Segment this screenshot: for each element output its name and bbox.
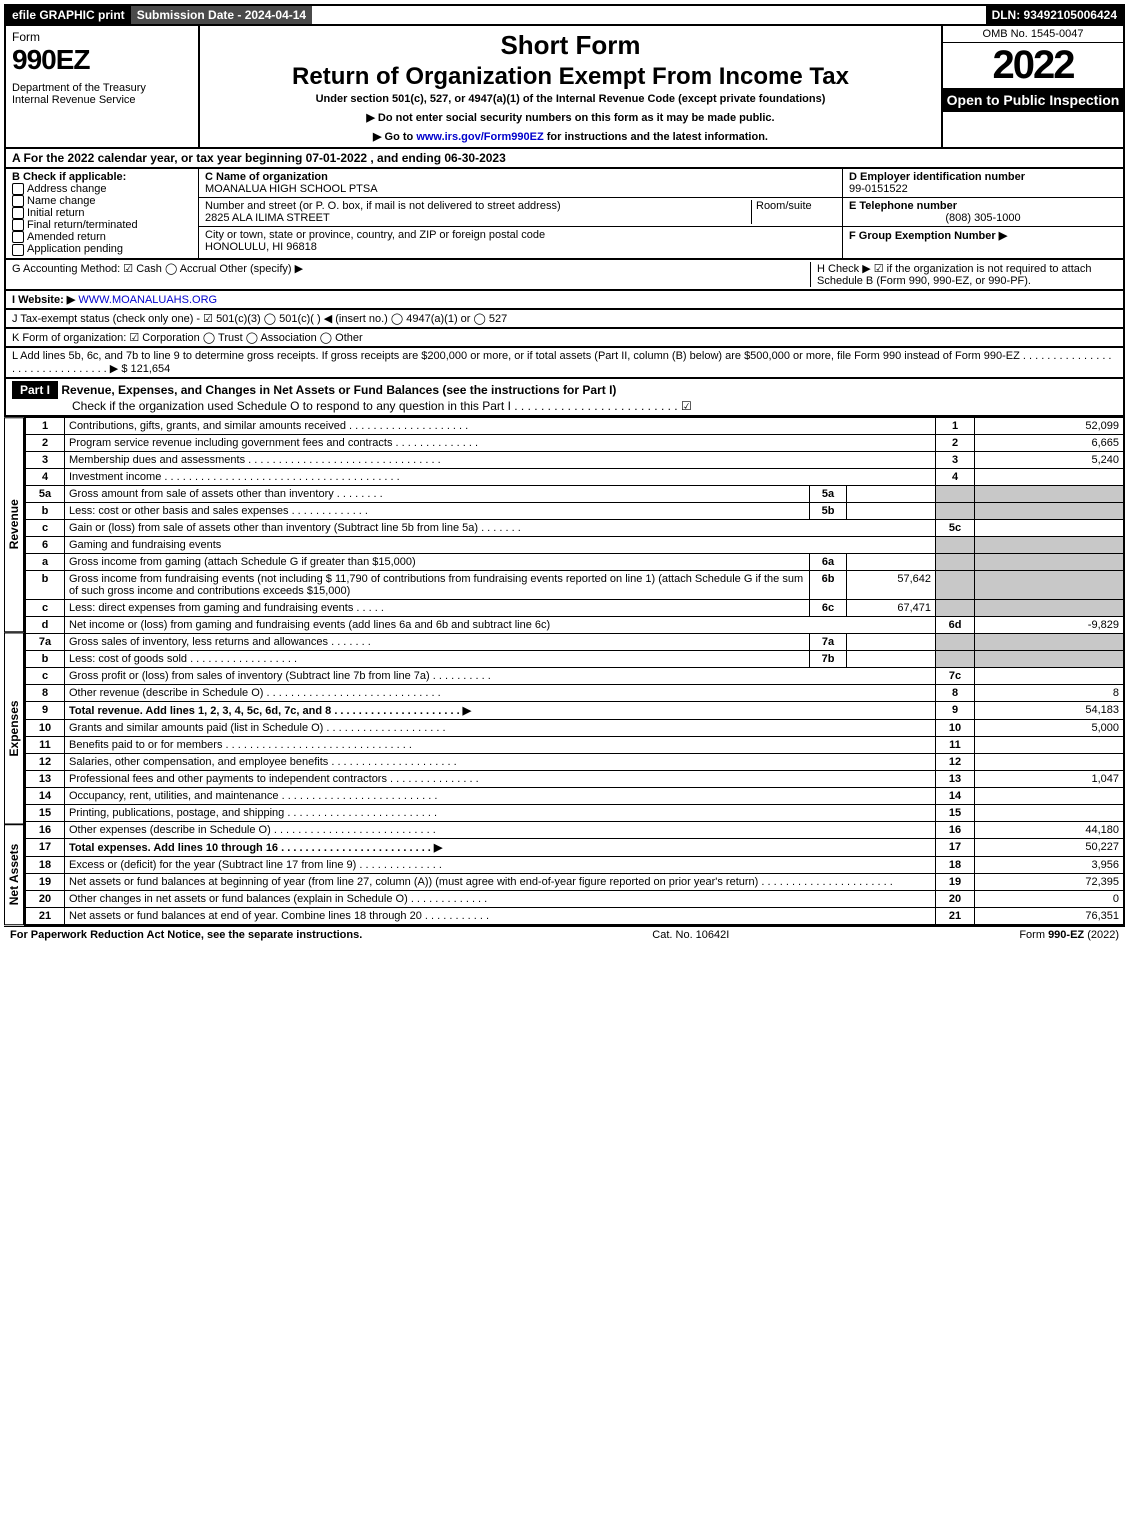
header-left: Form 990EZ Department of the Treasury In…	[6, 26, 200, 147]
line-20: 20Other changes in net assets or fund ba…	[25, 890, 1124, 907]
line-6: 6Gaming and fundraising events	[25, 536, 1124, 553]
irs-link[interactable]: www.irs.gov/Form990EZ	[416, 131, 543, 143]
org-info-block: B Check if applicable: Address change Na…	[4, 169, 1125, 260]
line-9: 9Total revenue. Add lines 1, 2, 3, 4, 5c…	[25, 701, 1124, 719]
line-10: 10Grants and similar amounts paid (list …	[25, 719, 1124, 736]
line-19: 19Net assets or fund balances at beginni…	[25, 873, 1124, 890]
part1-header-row: Part I Revenue, Expenses, and Changes in…	[4, 379, 1125, 417]
line-13: 13Professional fees and other payments t…	[25, 770, 1124, 787]
return-title: Return of Organization Exempt From Incom…	[206, 63, 935, 91]
name-label: C Name of organization	[205, 171, 328, 183]
line-15: 15Printing, publications, postage, and s…	[25, 804, 1124, 821]
dept-label: Department of the Treasury Internal Reve…	[12, 82, 192, 106]
section-a: A For the 2022 calendar year, or tax yea…	[4, 149, 1125, 169]
note-ssn: ▶ Do not enter social security numbers o…	[206, 111, 935, 124]
section-gh: G Accounting Method: ☑ Cash ◯ Accrual Ot…	[4, 260, 1125, 291]
line-17: 17Total expenses. Add lines 10 through 1…	[25, 838, 1124, 856]
line-11: 11Benefits paid to or for members . . . …	[25, 736, 1124, 753]
line-5b: bLess: cost or other basis and sales exp…	[25, 502, 1124, 519]
line-5c: cGain or (loss) from sale of assets othe…	[25, 519, 1124, 536]
section-def: D Employer identification number 99-0151…	[842, 169, 1123, 258]
footer-right: Form 990-EZ (2022)	[1019, 929, 1119, 941]
city-label: City or town, state or province, country…	[205, 229, 545, 241]
section-l: L Add lines 5b, 6c, and 7b to line 9 to …	[4, 348, 1125, 379]
section-h: H Check ▶ ☑ if the organization is not r…	[810, 262, 1117, 287]
line-16: 16Other expenses (describe in Schedule O…	[25, 821, 1124, 838]
line-8: 8Other revenue (describe in Schedule O) …	[25, 684, 1124, 701]
sec-b-label: B Check if applicable:	[12, 171, 192, 183]
part1-title: Revenue, Expenses, and Changes in Net As…	[61, 383, 616, 397]
line-5a: 5aGross amount from sale of assets other…	[25, 485, 1124, 502]
line-12: 12Salaries, other compensation, and empl…	[25, 753, 1124, 770]
top-bar: efile GRAPHIC print Submission Date - 20…	[4, 4, 1125, 26]
opt-amended-return[interactable]: Amended return	[12, 231, 192, 243]
tax-year: 2022	[943, 43, 1123, 88]
page-footer: For Paperwork Reduction Act Notice, see …	[4, 926, 1125, 943]
line-3: 3Membership dues and assessments . . . .…	[25, 451, 1124, 468]
side-revenue: Revenue	[4, 417, 24, 632]
line-7c: cGross profit or (loss) from sales of in…	[25, 667, 1124, 684]
phone-label: E Telephone number	[849, 200, 957, 212]
line-7a: 7aGross sales of inventory, less returns…	[25, 633, 1124, 650]
section-g: G Accounting Method: ☑ Cash ◯ Accrual Ot…	[12, 262, 810, 287]
org-address: 2825 ALA ILIMA STREET	[205, 212, 330, 224]
opt-address-change[interactable]: Address change	[12, 183, 192, 195]
header-center: Short Form Return of Organization Exempt…	[200, 26, 941, 147]
efile-label: efile GRAPHIC print	[6, 6, 131, 24]
note-url: ▶ Go to www.irs.gov/Form990EZ for instru…	[206, 130, 935, 143]
org-city: HONOLULU, HI 96818	[205, 241, 317, 253]
form-word: Form	[12, 30, 192, 44]
line-21: 21Net assets or fund balances at end of …	[25, 907, 1124, 925]
opt-application-pending[interactable]: Application pending	[12, 243, 192, 255]
opt-name-change[interactable]: Name change	[12, 195, 192, 207]
form-header: Form 990EZ Department of the Treasury In…	[4, 26, 1125, 149]
opt-final-return[interactable]: Final return/terminated	[12, 219, 192, 231]
part1-check: Check if the organization used Schedule …	[72, 399, 692, 413]
section-k: K Form of organization: ☑ Corporation ◯ …	[4, 329, 1125, 348]
footer-mid: Cat. No. 10642I	[652, 929, 729, 941]
group-exempt-label: F Group Exemption Number ▶	[849, 230, 1007, 242]
submission-date: Submission Date - 2024-04-14	[131, 6, 312, 24]
lines-table: 1Contributions, gifts, grants, and simil…	[24, 417, 1125, 926]
line-6b: bGross income from fundraising events (n…	[25, 570, 1124, 599]
section-i: I Website: ▶ WWW.MOANALUAHS.ORG	[4, 291, 1125, 310]
under-section: Under section 501(c), 527, or 4947(a)(1)…	[206, 93, 935, 105]
side-netassets: Net Assets	[4, 824, 24, 925]
line-6d: dNet income or (loss) from gaming and fu…	[25, 616, 1124, 633]
dln-label: DLN: 93492105006424	[986, 6, 1123, 24]
short-form-title: Short Form	[206, 30, 935, 61]
footer-left: For Paperwork Reduction Act Notice, see …	[10, 929, 362, 941]
section-b: B Check if applicable: Address change Na…	[6, 169, 199, 258]
org-name: MOANALUA HIGH SCHOOL PTSA	[205, 183, 378, 195]
side-expenses: Expenses	[4, 632, 24, 824]
line-2: 2Program service revenue including gover…	[25, 434, 1124, 451]
opt-initial-return[interactable]: Initial return	[12, 207, 192, 219]
line-1: 1Contributions, gifts, grants, and simil…	[25, 417, 1124, 434]
section-j: J Tax-exempt status (check only one) - ☑…	[4, 310, 1125, 329]
room-suite-label: Room/suite	[752, 200, 836, 224]
omb-number: OMB No. 1545-0047	[943, 26, 1123, 43]
website-link[interactable]: WWW.MOANALUAHS.ORG	[78, 294, 217, 306]
ein-label: D Employer identification number	[849, 171, 1025, 183]
header-right: OMB No. 1545-0047 2022 Open to Public In…	[941, 26, 1123, 147]
line-7b: bLess: cost of goods sold . . . . . . . …	[25, 650, 1124, 667]
part1-label: Part I	[12, 381, 58, 399]
section-c: C Name of organization MOANALUA HIGH SCH…	[199, 169, 842, 258]
addr-label: Number and street (or P. O. box, if mail…	[205, 200, 561, 212]
open-inspection: Open to Public Inspection	[943, 88, 1123, 112]
phone-value: (808) 305-1000	[849, 212, 1117, 224]
line-18: 18Excess or (deficit) for the year (Subt…	[25, 856, 1124, 873]
line-4: 4Investment income . . . . . . . . . . .…	[25, 468, 1124, 485]
line-6c: cLess: direct expenses from gaming and f…	[25, 599, 1124, 616]
line-14: 14Occupancy, rent, utilities, and mainte…	[25, 787, 1124, 804]
ein-value: 99-0151522	[849, 183, 908, 195]
line-6a: aGross income from gaming (attach Schedu…	[25, 553, 1124, 570]
form-number: 990EZ	[12, 44, 192, 76]
